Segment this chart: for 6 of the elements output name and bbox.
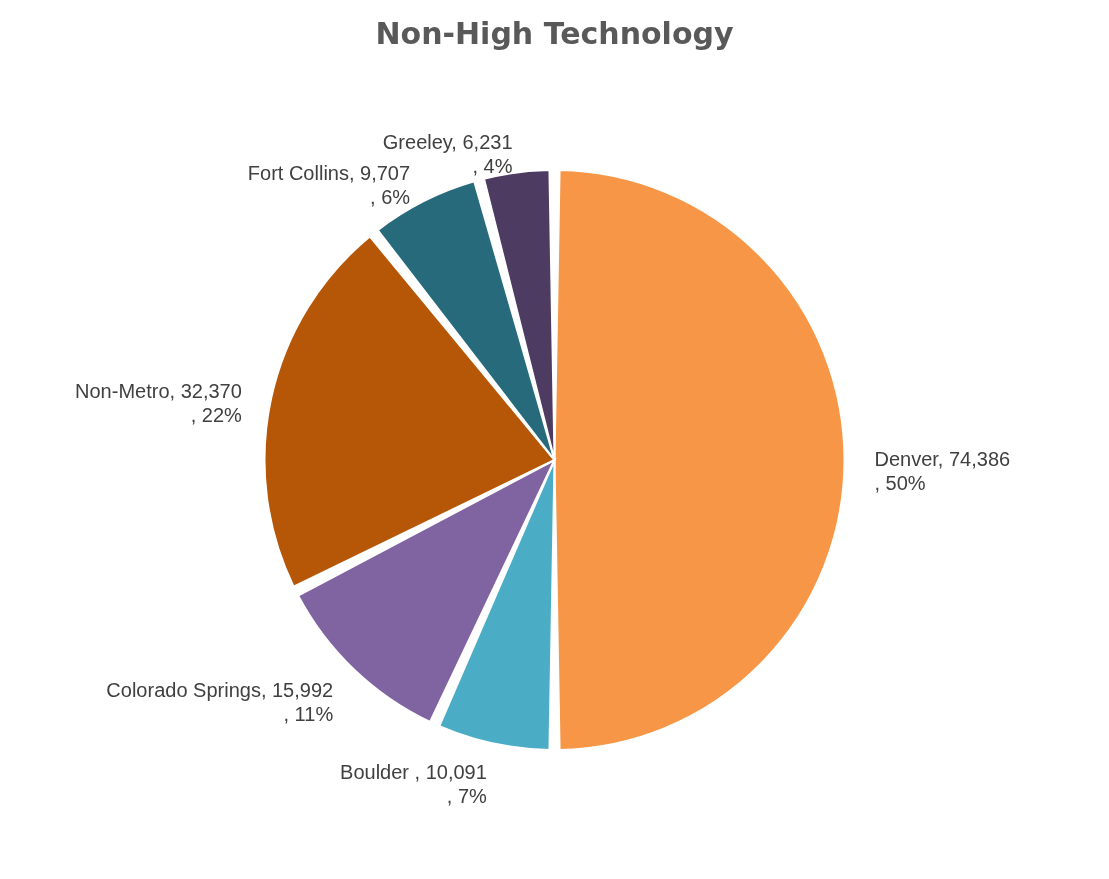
- slice-label: Colorado Springs, 15,992 , 11%: [106, 679, 334, 726]
- slice-label: Denver, 74,386 , 50%: [874, 447, 1011, 494]
- slice-label: Non-Metro, 32,370 , 22%: [75, 379, 243, 426]
- slice-label: Boulder , 10,091 , 7%: [340, 760, 488, 807]
- slice-label: Fort Collins, 9,707 , 6%: [247, 162, 411, 209]
- chart-title: Non-High Technology: [375, 16, 734, 51]
